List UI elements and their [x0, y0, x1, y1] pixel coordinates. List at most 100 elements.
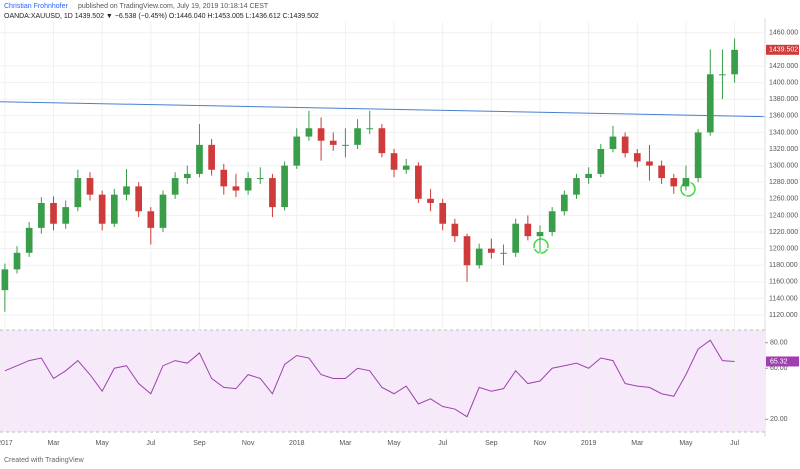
candle-body	[560, 194, 568, 212]
y-tick-label: 1120.000	[769, 312, 798, 319]
candle-body	[366, 128, 374, 130]
y-tick-label: 1420.000	[769, 63, 798, 70]
y-tick-label: 1140.000	[769, 295, 798, 302]
x-tick-label: Mar	[339, 440, 352, 447]
x-tick-label: Sep	[485, 440, 498, 447]
candle-body	[305, 128, 313, 137]
candle-body	[488, 248, 495, 253]
rsi-last-box	[766, 356, 799, 367]
candle-body	[475, 248, 483, 266]
candle-body	[135, 186, 142, 212]
candle-body	[281, 165, 288, 208]
candle-body	[633, 153, 641, 162]
x-tick-label: Jul	[438, 440, 447, 447]
y-tick-label: 1300.000	[769, 162, 798, 169]
annotation-circle	[533, 238, 549, 254]
author: Christian Frohnhofer	[4, 3, 68, 10]
candle-body	[50, 202, 57, 224]
rsi-tick-label: 60.00	[770, 365, 788, 372]
rsi-tick-label: 20.00	[770, 416, 788, 423]
x-tick-label: Jul	[146, 440, 155, 447]
candle-body	[609, 136, 617, 150]
rsi-background	[0, 330, 765, 432]
x-tick-label: May	[96, 440, 110, 447]
published: published on TradingView.com, July 19, 2…	[78, 3, 269, 10]
x-tick-label: Mar	[47, 440, 60, 447]
candle-body	[439, 202, 447, 224]
y-tick-label: 1340.000	[769, 129, 798, 136]
rsi-last-label: 65.32	[770, 358, 788, 365]
y-tick-label: 1380.000	[769, 96, 798, 103]
candle-body	[159, 194, 167, 228]
y-tick-label: 1220.000	[769, 229, 798, 236]
candle-body	[621, 136, 629, 154]
candle-body	[256, 178, 264, 180]
x-tick-label: May	[387, 440, 401, 447]
candle-body	[427, 198, 434, 203]
candle-body	[269, 178, 276, 208]
x-tick-label: Sep	[193, 440, 206, 447]
candle-body	[232, 186, 240, 191]
candle-body	[390, 153, 398, 170]
rsi-line	[4, 339, 735, 418]
candle-body	[220, 169, 228, 187]
candle-body	[208, 144, 215, 170]
candle-body	[512, 223, 520, 253]
candle-body	[524, 223, 532, 237]
candle-body	[1, 269, 9, 291]
candle-body	[74, 178, 82, 208]
candle-body	[329, 140, 337, 145]
candle-body	[402, 165, 410, 170]
candle-body	[317, 128, 325, 141]
candle-body	[62, 207, 70, 224]
candle-body	[13, 252, 21, 270]
y-tick-label: 1400.000	[769, 79, 798, 86]
candle-body	[597, 149, 605, 174]
x-tick-label: 2019	[581, 440, 597, 447]
y-tick-label: 1320.000	[769, 146, 798, 153]
candle-body	[293, 136, 301, 166]
x-tick-label: Nov	[534, 440, 547, 447]
x-tick-label: May	[679, 440, 693, 447]
candle-body	[183, 173, 191, 179]
candle-body	[536, 232, 544, 237]
candle-body	[731, 49, 738, 75]
candle-body	[682, 178, 690, 187]
candle-body	[25, 227, 33, 253]
candle-body	[86, 178, 94, 195]
candle-body	[171, 178, 179, 195]
candle-body	[658, 165, 665, 179]
candle-body	[196, 144, 203, 174]
candle-body	[463, 236, 471, 266]
y-tick-label: 1180.000	[769, 262, 798, 269]
candle-body	[706, 74, 714, 133]
candle-body	[147, 211, 155, 228]
candle-body	[548, 211, 556, 233]
candle-body	[38, 202, 45, 228]
candle-body	[110, 194, 118, 224]
candle-body	[98, 194, 106, 224]
footer: Created with TradingView	[4, 457, 85, 464]
candle-body	[694, 132, 702, 179]
candle-body	[354, 128, 361, 145]
y-tick-label: 1280.000	[769, 179, 798, 186]
trendline	[0, 101, 766, 118]
candle-body	[573, 178, 580, 195]
candle-body	[670, 178, 678, 187]
last-price-box	[766, 44, 799, 55]
candle-body	[500, 252, 507, 254]
x-tick-label: 2018	[289, 440, 305, 447]
candle-body	[719, 74, 726, 76]
x-tick-label: Mar	[631, 440, 644, 447]
y-tick-label: 1360.000	[769, 113, 798, 120]
y-tick-label: 1200.000	[769, 245, 798, 252]
symbol-line: OANDA:XAUUSD, 1D 1439.502 ▼ −6.538 (−0.4…	[4, 13, 319, 20]
x-tick-label: Nov	[242, 440, 255, 447]
x-tick-label: Jul	[730, 440, 739, 447]
y-tick-label: 1160.000	[769, 279, 798, 286]
candle-body	[244, 178, 252, 191]
y-tick-label: 1240.000	[769, 212, 798, 219]
candle-body	[585, 173, 592, 179]
candle-body	[342, 144, 349, 146]
